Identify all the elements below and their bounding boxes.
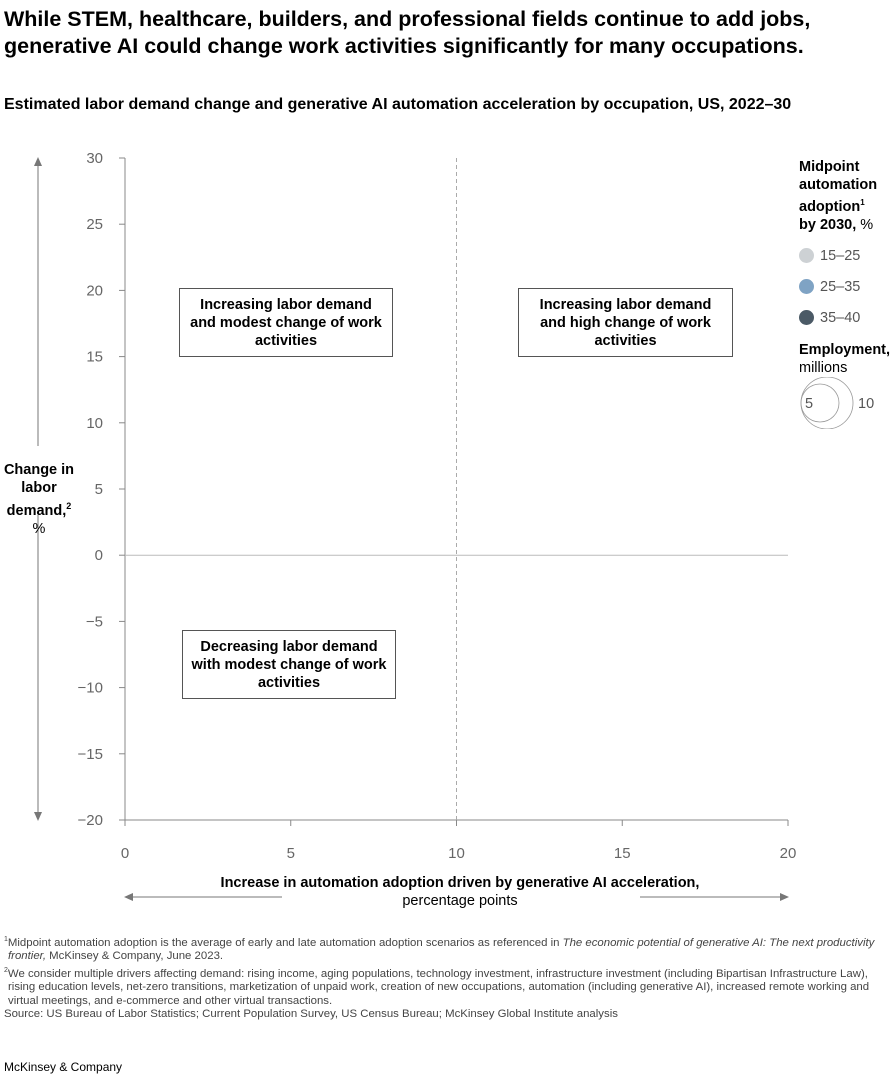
legend-swatch: [799, 310, 814, 326]
y-axis-label-text: Change in labor demand,: [3, 462, 75, 519]
legend-size-title: Employment,: [799, 341, 891, 358]
y-axis-label: Change in labor demand,2 %: [0, 461, 78, 538]
legend-label: 15–25: [820, 247, 861, 264]
quadrant-label-top-right: Increasing labor demand and high change …: [518, 288, 733, 357]
y-arrow-up-head: [34, 157, 42, 166]
plot-area: 30 25 20 15 10 5 0 −5 −10 −15 −20 0 5 10 15 20: [34, 150, 797, 901]
footnote-1-text-end: McKinsey & Company, June 2023.: [46, 950, 224, 963]
x-axis-label-text: Increase in automation adoption driven b…: [220, 875, 700, 891]
footnote-1-text: Midpoint automation adoption is the aver…: [7, 936, 563, 949]
legend: Midpoint automation adoption1 by 2030, % …: [799, 158, 895, 434]
y-axis-unit: %: [32, 520, 46, 537]
footnote-2: 2We consider multiple drivers affecting …: [4, 964, 894, 1008]
y-arrow-down-head: [34, 812, 42, 821]
footnote-2-marker: 2: [4, 966, 8, 974]
brand-logo-text: McKinsey & Company: [4, 1060, 123, 1074]
y-tick-label: 20: [86, 282, 103, 299]
footnote-1-citation: The economic potential of generative AI:…: [8, 936, 875, 963]
y-axis-footnote-ref: 2: [66, 501, 72, 511]
legend-size-circles: 5 10: [800, 376, 874, 430]
y-tick-label: −20: [78, 812, 103, 829]
size-label-large: 10: [858, 396, 874, 412]
y-tick-label: 30: [86, 150, 103, 167]
legend-swatch: [799, 279, 814, 295]
legend-item: 35–40: [799, 309, 895, 327]
legend-color-title: Midpoint automation adoption: [799, 159, 878, 215]
y-tick-label: 0: [95, 547, 103, 564]
legend-size-unit: millions: [799, 359, 848, 376]
y-tick-label: −10: [78, 680, 103, 697]
legend-label: 35–40: [820, 309, 861, 326]
size-circle-small: [800, 383, 840, 423]
footnote-2-text: We consider multiple drivers affecting d…: [7, 967, 870, 1007]
x-arrow-left-head: [124, 893, 133, 901]
chart-title: While STEM, healthcare, builders, and pr…: [4, 7, 811, 58]
legend-item: 25–35: [799, 278, 895, 296]
y-tick-label: 10: [86, 415, 103, 432]
quadrant-label-bottom-left: Decreasing labor demand with modest chan…: [182, 630, 396, 699]
footnote-1: 1Midpoint automation adoption is the ave…: [4, 933, 894, 964]
source-note: Source: US Bureau of Labor Statistics; C…: [4, 1008, 618, 1021]
legend-item: 15–25: [799, 247, 895, 265]
x-tick-label: 0: [121, 845, 129, 862]
x-arrow-right-head: [780, 893, 789, 901]
legend-swatch: [799, 248, 814, 264]
size-label-small: 5: [805, 396, 813, 412]
y-tick-label: 15: [86, 349, 103, 366]
quadrant-label-top-left: Increasing labor demand and modest chang…: [179, 288, 393, 357]
legend-color-unit: %: [860, 216, 874, 233]
legend-footnote-ref: 1: [860, 198, 865, 207]
x-tick-label: 20: [780, 845, 797, 862]
x-tick-label: 5: [287, 845, 295, 862]
x-tick-label: 15: [614, 845, 631, 862]
x-axis-label: Increase in automation adoption driven b…: [200, 874, 720, 910]
footnotes: 1Midpoint automation adoption is the ave…: [4, 933, 894, 1022]
y-tick-label: −15: [78, 746, 103, 763]
y-tick-label: −5: [86, 613, 103, 630]
x-axis-unit: percentage points: [402, 893, 518, 909]
y-tick-label: 5: [95, 481, 103, 498]
x-tick-label: 10: [448, 845, 465, 862]
y-tick-label: 25: [86, 216, 103, 233]
legend-label: 25–35: [820, 278, 861, 295]
chart-subtitle: Estimated labor demand change and genera…: [4, 96, 792, 113]
legend-color-title-2: by 2030,: [799, 216, 857, 233]
footnote-1-marker: 1: [4, 936, 8, 943]
